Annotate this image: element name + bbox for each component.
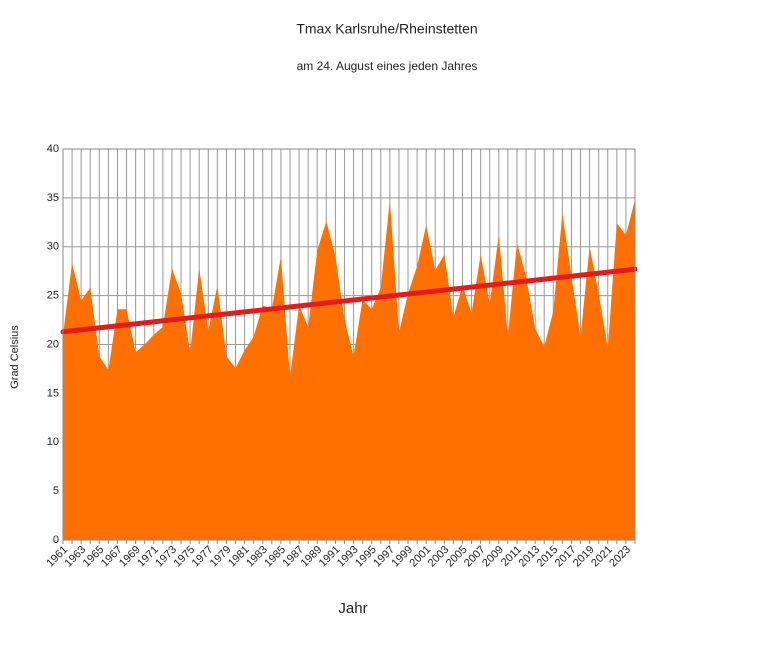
chart-subtitle: am 24. August eines jeden Jahres	[297, 59, 478, 73]
y-tick-label: 30	[47, 241, 59, 253]
y-tick-label: 35	[47, 192, 59, 204]
y-tick-label: 40	[47, 143, 59, 155]
chart-title: Tmax Karlsruhe/Rheinstetten	[296, 21, 477, 37]
x-tick-label: 2023	[607, 544, 633, 570]
trend-line	[60, 266, 638, 335]
x-axis-label: Jahr	[338, 600, 367, 617]
plot-frame	[62, 148, 636, 541]
y-tick-label: 5	[53, 485, 59, 497]
area	[63, 199, 635, 540]
y-tick-label: 15	[47, 387, 59, 399]
y-tick-label: 0	[53, 534, 59, 546]
y-axis-label: Grad Celsius	[9, 325, 21, 389]
y-tick-label: 20	[47, 338, 59, 350]
y-tick-label: 25	[47, 290, 59, 302]
y-tick-label: 10	[47, 436, 59, 448]
